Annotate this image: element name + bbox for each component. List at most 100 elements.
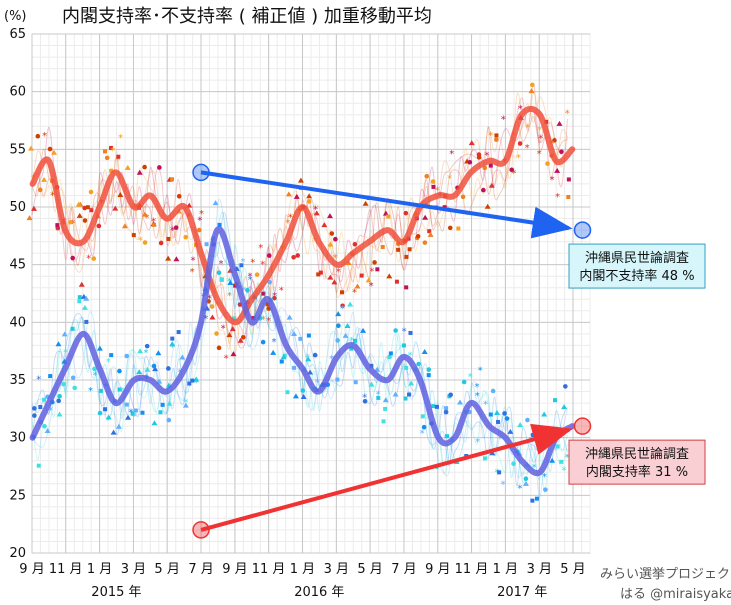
poll-marker-circle xyxy=(57,393,62,399)
annotation-end-circle xyxy=(573,417,592,435)
poll-marker-circle xyxy=(336,323,341,329)
poll-marker-square xyxy=(552,398,557,403)
poll-marker-circle xyxy=(306,199,312,204)
poll-marker-triangle xyxy=(457,399,464,405)
poll-marker-triangle xyxy=(151,420,158,426)
poll-marker-circle xyxy=(415,233,421,239)
poll-marker-star: * xyxy=(336,267,341,278)
poll-marker-square xyxy=(534,496,539,501)
poll-marker-circle xyxy=(42,423,47,429)
poll-marker-circle xyxy=(117,368,122,374)
poll-marker-circle xyxy=(447,225,453,231)
poll-marker-triangle xyxy=(110,429,117,435)
ticks-layer: 20 25 30 35 40 45 50 55 60 65 9 月 11 月 1 月 3 月 5 月 7 月 9… xyxy=(9,27,585,600)
poll-marker-star: * xyxy=(190,255,195,266)
poll-marker-triangle xyxy=(41,176,48,182)
poll-marker-circle xyxy=(430,179,436,184)
poll-marker-square xyxy=(340,290,345,295)
poll-marker-star: * xyxy=(349,336,354,347)
poll-marker-circle xyxy=(82,205,87,211)
poll-marker-circle xyxy=(335,338,340,343)
poll-marker-triangle xyxy=(507,428,514,434)
poll-marker-square xyxy=(109,353,114,358)
x-tick-label: 9 月 xyxy=(19,562,44,577)
credit-author: はる @miraisyakai xyxy=(620,587,731,602)
poll-marker-square xyxy=(187,381,192,386)
x-tick-label: 7 月 xyxy=(188,562,213,577)
poll-marker-circle xyxy=(254,272,260,277)
poll-marker-square xyxy=(380,244,385,249)
poll-marker-star: * xyxy=(352,287,357,298)
poll-marker-star: * xyxy=(42,131,47,142)
y-tick-label: 30 xyxy=(9,431,26,446)
poll-marker-circle xyxy=(329,231,335,236)
poll-marker-circle xyxy=(157,165,162,170)
poll-marker-square xyxy=(38,405,43,410)
poll-marker-square xyxy=(48,374,53,379)
poll-marker-star: * xyxy=(194,378,199,389)
poll-marker-triangle xyxy=(297,177,304,183)
poll-marker-star: * xyxy=(369,267,374,278)
poll-marker-star: * xyxy=(517,484,522,495)
x-year-label: 2016 年 xyxy=(294,585,344,600)
poll-marker-star: * xyxy=(221,323,226,334)
poll-marker-circle xyxy=(144,343,150,349)
poll-marker-circle xyxy=(421,424,427,430)
poll-marker-triangle xyxy=(182,402,189,408)
annotation-line2: 内閣支持率 31 % xyxy=(586,464,688,480)
poll-marker-triangle xyxy=(165,255,172,261)
poll-marker-circle xyxy=(424,173,430,179)
poll-marker-triangle xyxy=(517,422,524,428)
poll-marker-triangle xyxy=(152,366,159,372)
poll-marker-square xyxy=(279,359,284,364)
poll-marker-star: * xyxy=(247,271,252,282)
y-tick-label: 45 xyxy=(9,258,26,273)
poll-marker-circle xyxy=(461,379,467,385)
poll-marker-circle xyxy=(509,167,514,173)
poll-marker-square xyxy=(482,456,487,461)
poll-marker-star: * xyxy=(115,155,120,166)
poll-marker-triangle xyxy=(422,214,429,220)
poll-marker-star: * xyxy=(333,253,338,264)
poll-marker-square xyxy=(109,168,114,173)
poll-marker-circle xyxy=(214,331,219,336)
poll-marker-star: * xyxy=(475,437,480,448)
poll-marker-square xyxy=(41,397,46,402)
poll-marker-square xyxy=(116,154,121,159)
x-tick-label: 11 月 xyxy=(455,562,489,577)
x-tick-label: 5 月 xyxy=(154,562,179,577)
poll-marker-circle xyxy=(300,388,306,393)
annotation-box xyxy=(568,243,706,289)
poll-marker-square xyxy=(359,273,364,278)
poll-marker-circle xyxy=(173,225,179,230)
annotation-line1: 沖縄県民世論調査 xyxy=(585,250,689,266)
poll-marker-circle xyxy=(82,218,88,223)
poll-marker-triangle xyxy=(300,393,307,399)
poll-trace-line xyxy=(31,212,568,487)
poll-marker-circle xyxy=(523,476,529,482)
poll-marker-star: * xyxy=(143,348,148,359)
poll-marker-triangle xyxy=(306,193,313,199)
poll-marker-circle xyxy=(387,354,392,360)
poll-marker-star: * xyxy=(408,351,413,362)
poll-marker-triangle xyxy=(81,304,88,310)
poll-marker-square xyxy=(404,285,409,290)
poll-marker-circle xyxy=(272,295,277,301)
poll-marker-triangle xyxy=(137,348,144,354)
poll-marker-star: * xyxy=(362,393,367,404)
x-tick-label: 7 月 xyxy=(391,562,416,577)
poll-marker-square xyxy=(170,177,175,182)
poll-marker-square xyxy=(403,396,408,401)
poll-marker-star: * xyxy=(369,281,374,292)
poll-marker-triangle xyxy=(493,409,500,415)
poll-marker-circle xyxy=(183,234,189,240)
poll-marker-square xyxy=(353,338,358,343)
poll-marker-star: * xyxy=(241,286,246,297)
y-tick-label: 55 xyxy=(9,142,26,157)
poll-marker-circle xyxy=(124,353,130,359)
poll-marker-square xyxy=(316,272,321,277)
poll-marker-star: * xyxy=(63,348,68,359)
poll-marker-square xyxy=(77,299,82,304)
poll-marker-triangle xyxy=(408,380,415,386)
